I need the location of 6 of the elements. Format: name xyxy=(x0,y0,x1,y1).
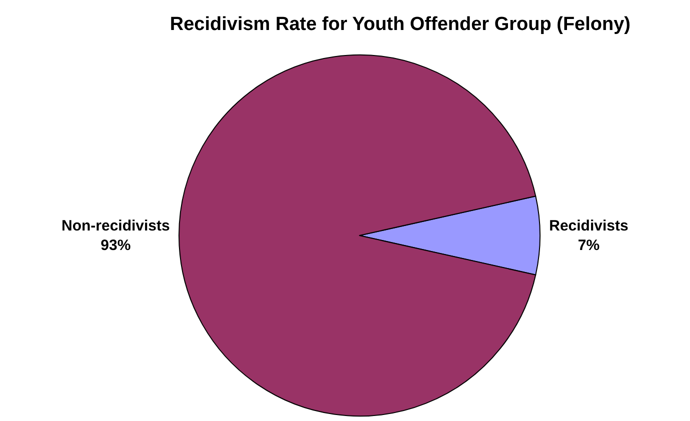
data-label: 7% xyxy=(578,236,600,254)
chart-title: Recidivism Rate for Youth Offender Group (Felony) xyxy=(170,14,631,36)
slice-label: Non-recidivists xyxy=(62,217,170,234)
data-label: 93% xyxy=(100,236,131,254)
pie-slice xyxy=(178,54,536,416)
slice-label: Recidivists xyxy=(549,217,628,234)
